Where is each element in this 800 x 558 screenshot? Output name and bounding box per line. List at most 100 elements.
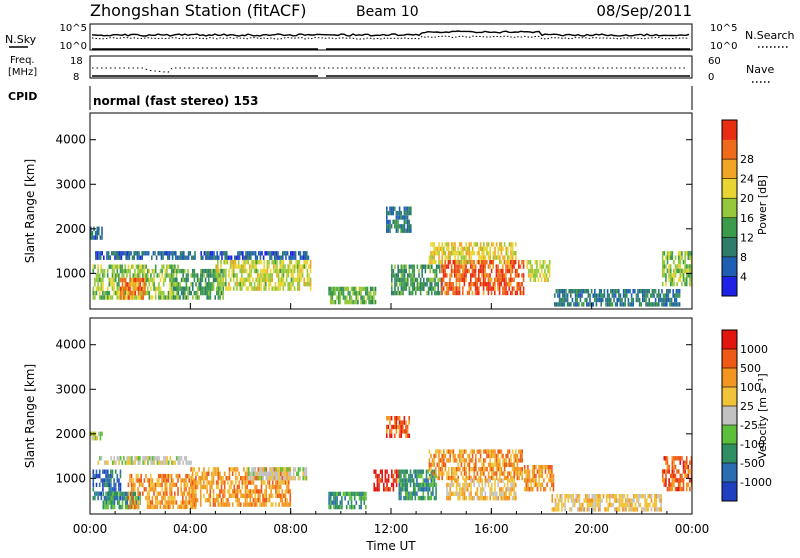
range-gate-cell bbox=[244, 471, 247, 476]
range-gate-cell bbox=[100, 264, 103, 269]
range-gate-cell bbox=[132, 487, 134, 492]
range-gate-cell bbox=[685, 251, 688, 256]
range-gate-cell bbox=[221, 282, 224, 287]
range-gate-cell bbox=[460, 259, 463, 265]
range-gate-cell bbox=[262, 502, 264, 507]
range-gate-cell bbox=[471, 246, 474, 251]
range-gate-cell bbox=[489, 458, 491, 463]
range-gate-cell bbox=[580, 502, 582, 508]
range-gate-cell bbox=[682, 273, 685, 278]
range-gate-cell bbox=[557, 293, 559, 298]
range-gate-cell bbox=[666, 289, 668, 294]
range-gate-cell bbox=[490, 290, 493, 296]
range-gate-cell bbox=[284, 264, 286, 269]
range-gate-cell bbox=[128, 286, 130, 291]
range-gate-cell bbox=[679, 277, 682, 282]
range-gate-cell bbox=[118, 282, 120, 287]
range-gate-cell bbox=[457, 462, 459, 467]
range-gate-cell bbox=[674, 464, 677, 470]
range-gate-cell bbox=[260, 480, 263, 485]
range-gate-cell bbox=[395, 424, 398, 430]
range-gate-cell bbox=[100, 495, 103, 501]
range-gate-cell bbox=[479, 471, 482, 476]
range-gate-cell bbox=[360, 286, 362, 292]
range-gate-cell bbox=[201, 484, 204, 490]
range-gate-cell bbox=[156, 478, 158, 483]
range-gate-cell bbox=[103, 268, 106, 274]
range-gate-cell bbox=[252, 480, 255, 485]
range-gate-cell bbox=[276, 471, 279, 476]
range-gate-cell bbox=[487, 453, 490, 459]
range-gate-cell bbox=[258, 286, 261, 291]
range-gate-cell bbox=[378, 473, 380, 479]
range-gate-cell bbox=[635, 297, 638, 303]
range-gate-cell bbox=[623, 502, 626, 508]
range-gate-cell bbox=[95, 255, 97, 260]
range-gate-cell bbox=[353, 291, 356, 296]
range-gate-cell bbox=[475, 462, 477, 467]
range-gate-cell bbox=[257, 471, 260, 476]
range-gate-cell bbox=[242, 282, 245, 287]
range-gate-cell bbox=[156, 460, 159, 465]
range-gate-cell bbox=[666, 293, 668, 298]
range-gate-cell bbox=[287, 502, 290, 507]
range-gate-cell bbox=[400, 286, 403, 291]
range-gate-cell bbox=[664, 297, 666, 303]
range-gate-cell bbox=[443, 471, 445, 476]
range-gate-cell bbox=[390, 433, 393, 438]
range-gate-cell bbox=[454, 246, 456, 251]
range-gate-cell bbox=[447, 260, 450, 265]
range-gate-cell bbox=[108, 264, 111, 269]
range-gate-cell bbox=[119, 473, 122, 479]
range-gate-cell bbox=[653, 302, 655, 307]
range-gate-cell bbox=[208, 277, 210, 283]
range-gate-cell bbox=[124, 268, 127, 274]
range-gate-cell bbox=[164, 460, 167, 465]
range-gate-cell bbox=[515, 458, 517, 463]
range-gate-cell bbox=[478, 290, 480, 296]
range-gate-cell bbox=[373, 469, 375, 474]
colorbar-segment bbox=[722, 406, 737, 426]
range-gate-cell bbox=[513, 471, 515, 476]
range-gate-cell bbox=[218, 282, 221, 287]
range-gate-cell bbox=[679, 456, 682, 461]
range-gate-cell bbox=[292, 268, 294, 274]
range-gate-cell bbox=[182, 491, 184, 496]
range-gate-cell bbox=[169, 504, 171, 510]
range-gate-cell bbox=[478, 496, 480, 501]
range-gate-cell bbox=[333, 491, 335, 497]
range-gate-cell bbox=[217, 260, 219, 265]
range-gate-cell bbox=[539, 264, 541, 269]
range-gate-cell bbox=[415, 290, 417, 296]
range-gate-cell bbox=[166, 268, 168, 274]
range-gate-cell bbox=[196, 277, 199, 283]
range-gate-cell bbox=[505, 491, 507, 496]
range-gate-cell bbox=[677, 268, 680, 274]
range-gate-cell bbox=[265, 493, 268, 498]
range-gate-cell bbox=[450, 282, 453, 287]
range-gate-cell bbox=[510, 255, 512, 260]
range-gate-cell bbox=[408, 478, 410, 483]
range-gate-cell bbox=[185, 500, 187, 505]
range-gate-cell bbox=[112, 251, 115, 256]
range-gate-cell bbox=[676, 469, 678, 474]
range-gate-cell bbox=[465, 268, 467, 274]
range-gate-cell bbox=[196, 471, 199, 476]
range-gate-cell bbox=[270, 255, 273, 260]
range-gate-cell bbox=[661, 473, 664, 479]
range-gate-cell bbox=[662, 293, 665, 298]
range-gate-cell bbox=[495, 462, 498, 467]
range-gate-cell bbox=[658, 494, 661, 499]
range-gate-cell bbox=[208, 273, 210, 278]
range-gate-cell bbox=[624, 293, 626, 298]
range-gate-cell bbox=[139, 282, 141, 287]
range-gate-cell bbox=[365, 299, 367, 305]
range-gate-cell bbox=[405, 215, 407, 220]
range-gate-cell bbox=[259, 476, 261, 481]
range-gate-cell bbox=[457, 491, 459, 496]
range-tick-label: 2000 bbox=[55, 427, 86, 441]
range-gate-cell bbox=[503, 475, 506, 481]
range-gate-cell bbox=[249, 273, 251, 278]
range-gate-cell bbox=[484, 478, 487, 483]
